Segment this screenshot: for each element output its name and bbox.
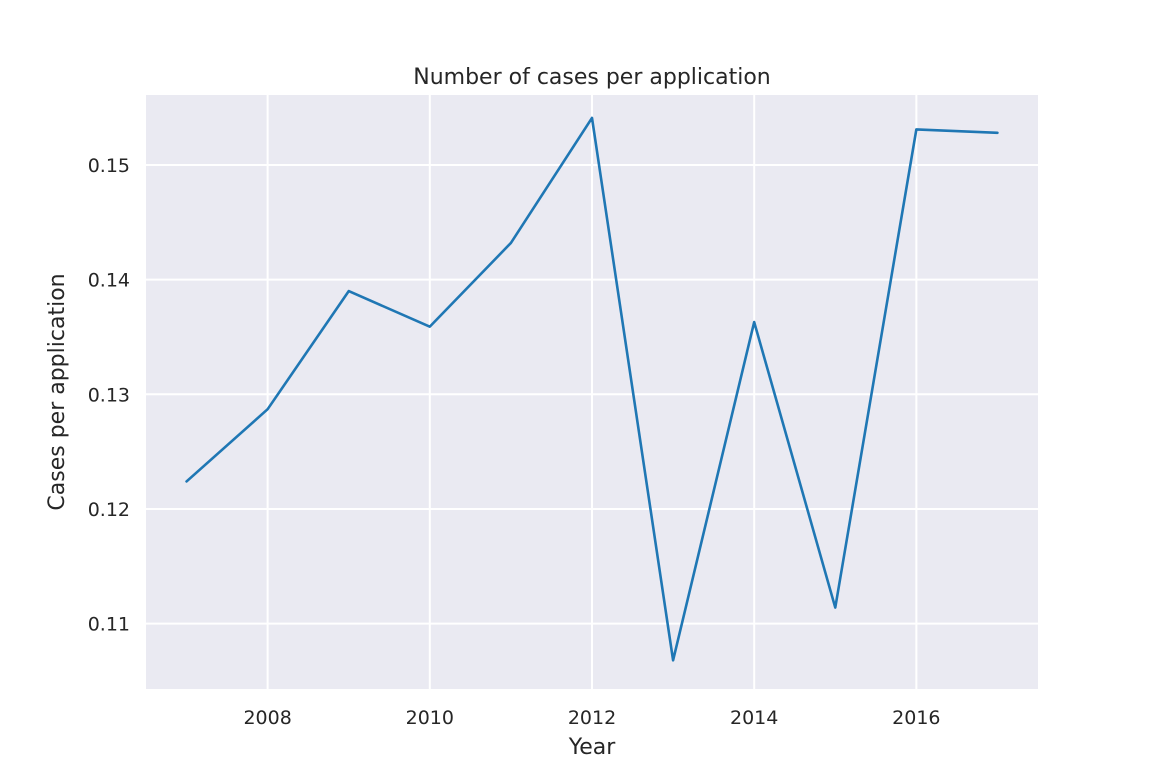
y-tick-label: 0.13 [88,384,130,406]
y-tick-label: 0.11 [88,614,130,636]
series-layer [185,116,999,662]
x-tick-label: 2008 [243,707,291,729]
x-tick-labels: 2008 2010 2012 2014 2016 [243,707,940,729]
y-axis-label: Cases per application [45,273,70,510]
y-tick-label: 0.14 [88,270,130,292]
x-axis-label: Year [568,735,617,760]
y-grid [146,163,1038,625]
x-tick-label: 2016 [892,707,940,729]
x-tick-label: 2012 [568,707,616,729]
chart-title: Number of cases per application [413,65,771,90]
y-tick-labels: 0.11 0.12 0.13 0.14 0.15 [88,155,130,636]
series-line [185,116,999,662]
y-tick-label: 0.12 [88,499,130,521]
y-tick-label: 0.15 [88,155,130,177]
x-grid [266,95,918,689]
x-tick-label: 2010 [406,707,454,729]
x-tick-label: 2014 [730,707,778,729]
